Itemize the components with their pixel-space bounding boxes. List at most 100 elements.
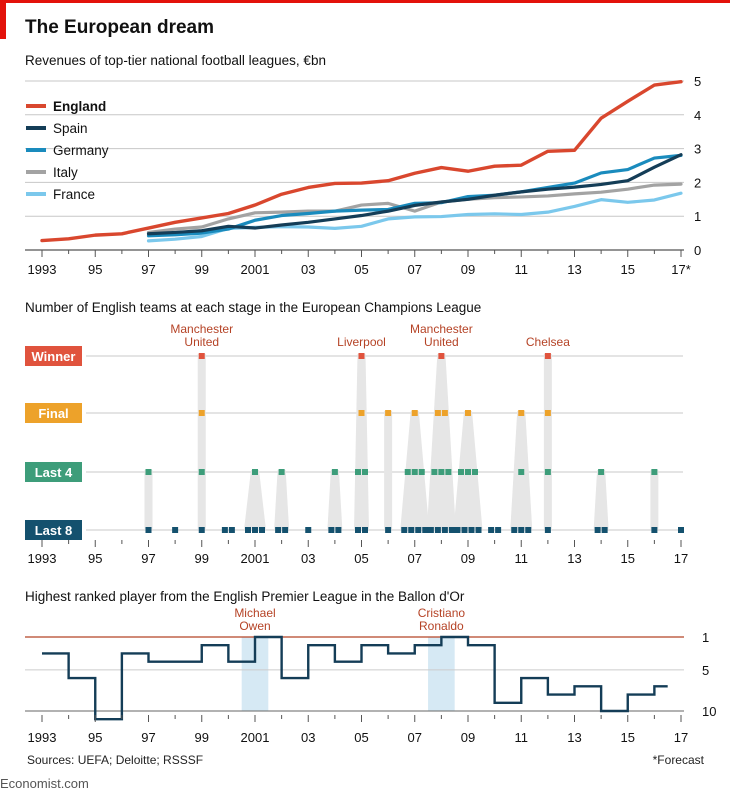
cl-x-tick-label: 17 (674, 551, 688, 566)
cl-x-tick-label: 07 (408, 551, 422, 566)
stage-marker-last-8 (145, 527, 152, 533)
cl-x-tick-label: 13 (567, 551, 581, 566)
brand-mark: Economist.com (0, 776, 89, 791)
cl-x-tick-label: 05 (354, 551, 368, 566)
revenue-x-tick-label: 05 (354, 262, 368, 277)
stage-marker-last-8 (651, 527, 658, 533)
stage-marker-last-8 (385, 527, 392, 533)
stage-marker-last-8 (355, 527, 361, 533)
cl-x-tick-label: 99 (195, 551, 209, 566)
top-accent-bar (0, 0, 730, 3)
sources-note: Sources: UEFA; Deloitte; RSSSF (27, 753, 203, 767)
ballon-dor-step-chart: Highest ranked player from the English P… (25, 589, 716, 745)
stage-label-box-last-4 (25, 462, 82, 482)
stage-label-final: Final (38, 406, 68, 421)
cl-x-tick-label: 11 (515, 551, 529, 566)
ballon-x-tick-label: 09 (461, 730, 475, 745)
stage-progress-wedge (274, 470, 290, 530)
cl-x-tick-label: 15 (621, 551, 635, 566)
stage-progress-wedge (384, 411, 393, 530)
ballon-x-tick-label: 15 (621, 730, 635, 745)
stage-marker-last-4 (518, 469, 525, 475)
ballon-x-tick-label: 03 (301, 730, 315, 745)
ballon-x-tick-label: 07 (408, 730, 422, 745)
revenue-x-tick-label: 15 (621, 262, 635, 277)
stage-marker-last-8 (252, 527, 258, 533)
revenue-x-tick-label: 11 (515, 262, 529, 277)
stage-marker-last-8 (434, 527, 441, 533)
stage-progress-wedge (144, 470, 153, 530)
stage-label-box-winner (25, 346, 82, 366)
stage-marker-last-8 (454, 527, 461, 533)
ballon-winner-line2: Ronaldo (419, 619, 464, 633)
revenue-y-tick-label: 5 (694, 74, 701, 89)
stage-marker-last-4 (252, 469, 258, 475)
stage-marker-last-4 (278, 469, 285, 475)
stage-label-box-last-8 (25, 520, 82, 540)
ballon-winner-line2: Owen (239, 619, 270, 633)
stage-marker-last-4 (465, 469, 471, 475)
stage-marker-last-4 (411, 469, 418, 475)
revenue-x-tick-label: 03 (301, 262, 315, 277)
legend-label-spain: Spain (53, 121, 88, 136)
stage-marker-last-8 (172, 527, 179, 533)
stage-marker-last-4 (544, 469, 551, 475)
revenue-x-tick-label: 07 (408, 262, 422, 277)
stage-marker-last-4 (651, 469, 658, 475)
stage-marker-final (198, 410, 205, 416)
revenue-x-tick-label: 09 (461, 262, 475, 277)
legend-label-germany: Germany (53, 143, 109, 158)
cl-x-tick-label: 1993 (28, 551, 57, 566)
cl-x-tick-label: 2001 (241, 551, 270, 566)
series-line-france (146, 191, 683, 243)
revenue-y-tick-label: 3 (694, 142, 701, 157)
winner-highlight-band (428, 637, 455, 711)
stage-progress-wedge (650, 470, 659, 530)
stage-label-last-4: Last 4 (35, 465, 73, 480)
stage-progress-wedge (327, 470, 343, 530)
legend-label-france: France (53, 187, 95, 202)
stage-marker-last-8 (305, 527, 312, 533)
ballon-winner-line1: Cristiano (418, 606, 466, 620)
revenue-y-tick-label: 4 (694, 108, 701, 123)
stage-marker-last-8 (525, 527, 532, 533)
stage-marker-last-4 (458, 469, 464, 475)
stage-marker-last-8 (275, 527, 282, 533)
ballon-y-tick-label: 1 (702, 630, 709, 645)
revenue-line-chart: Revenues of top-tier national football l… (25, 53, 701, 277)
stage-label-last-8: Last 8 (35, 523, 73, 538)
forecast-note: *Forecast (653, 753, 705, 767)
ballon-y-tick-label: 10 (702, 704, 716, 719)
stage-progress-wedge (593, 470, 609, 530)
stage-marker-last-8 (544, 527, 551, 533)
revenue-x-tick-label: 97 (141, 262, 155, 277)
stage-marker-last-4 (198, 469, 205, 475)
stage-marker-last-8 (401, 527, 408, 533)
stage-marker-last-8 (594, 527, 601, 533)
stage-marker-last-8 (198, 527, 205, 533)
stage-marker-winner (198, 353, 205, 359)
revenue-x-tick-label: 2001 (241, 262, 270, 277)
stage-marker-last-4 (445, 469, 452, 475)
stage-marker-last-8 (518, 527, 525, 533)
winner-annotation-line1: Manchester (410, 322, 473, 336)
winner-annotation-line2: Chelsea (526, 335, 570, 349)
stage-marker-final (441, 410, 448, 416)
figure-title: The European dream (25, 17, 214, 38)
winner-annotation-line2: Liverpool (337, 335, 386, 349)
ballon-x-tick-label: 2001 (241, 730, 270, 745)
stage-marker-last-8 (221, 527, 228, 533)
stage-marker-last-8 (328, 527, 335, 533)
stage-marker-last-8 (441, 527, 448, 533)
cl-x-tick-label: 09 (461, 551, 475, 566)
cl-x-tick-label: 95 (88, 551, 102, 566)
stage-marker-last-8 (415, 527, 422, 533)
stage-marker-last-4 (438, 469, 445, 475)
series-line-germany (146, 153, 683, 238)
stage-marker-last-8 (408, 527, 415, 533)
stage-marker-winner (438, 353, 445, 359)
revenue-x-tick-label: 13 (567, 262, 581, 277)
stage-marker-last-8 (461, 527, 468, 533)
winner-annotation-line1: Manchester (170, 322, 233, 336)
revenue-y-tick-label: 1 (694, 209, 701, 224)
